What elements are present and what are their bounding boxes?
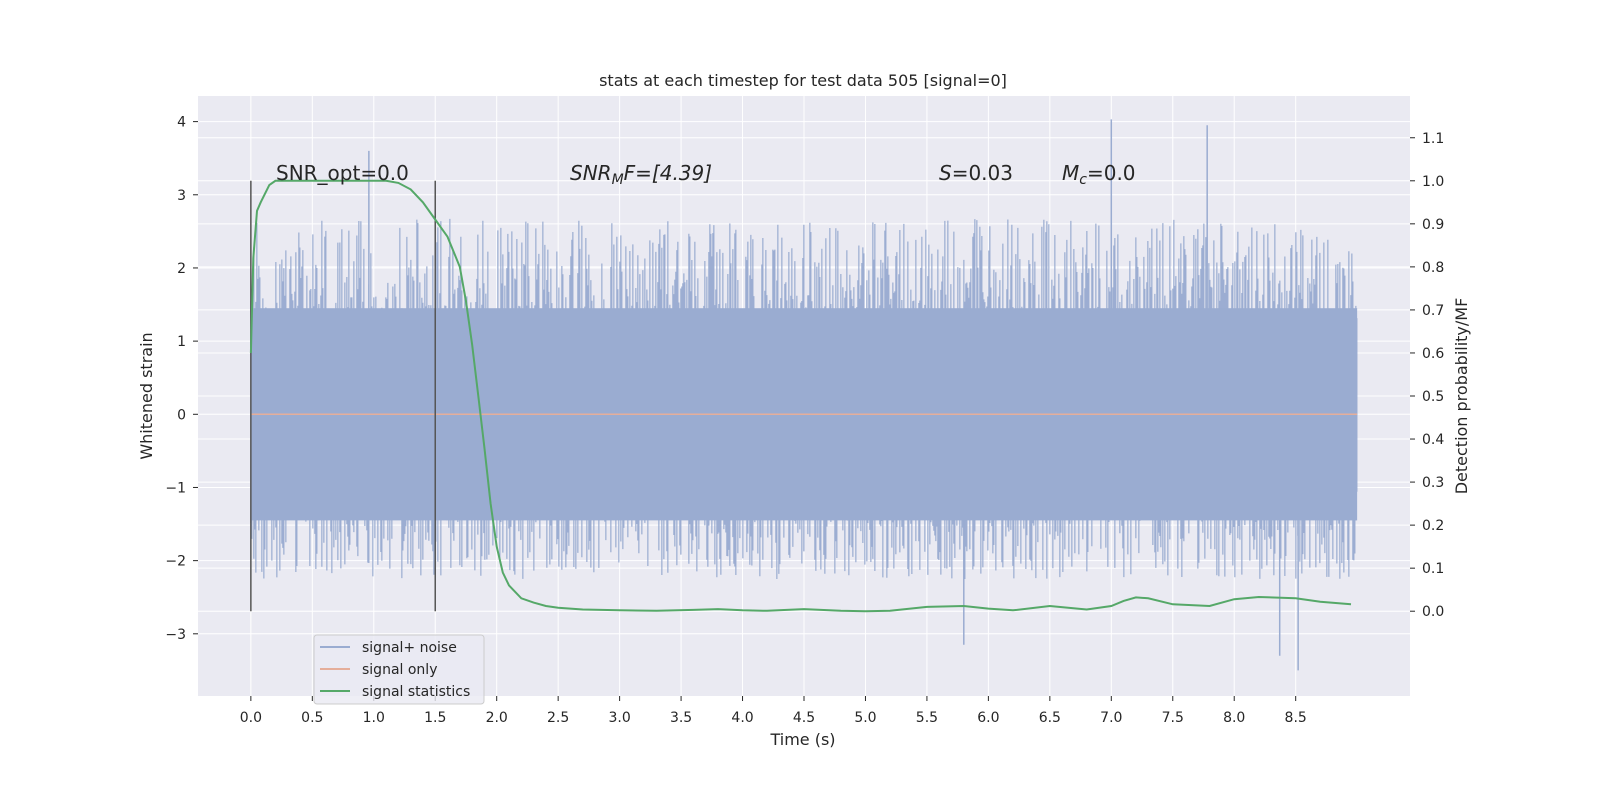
y-tick-label: 0	[177, 407, 186, 423]
y-tick-label: −1	[165, 480, 186, 496]
x-tick-label: 7.0	[1100, 710, 1122, 726]
y2-tick-label: 0.6	[1422, 346, 1444, 362]
x-tick-label: 1.0	[363, 710, 385, 726]
legend-label-signal: signal only	[362, 662, 437, 678]
x-tick-label: 2.5	[547, 710, 569, 726]
y-tick-label: 2	[177, 261, 186, 277]
x-tick-label: 4.5	[793, 710, 815, 726]
x-tick-label: 8.0	[1223, 710, 1245, 726]
y2-tick-label: 0.9	[1422, 217, 1444, 233]
x-tick-label: 4.0	[731, 710, 753, 726]
y2-tick-label: 0.7	[1422, 303, 1444, 319]
annotation-s: S=0.03	[939, 161, 1013, 185]
chart-title: stats at each timestep for test data 505…	[599, 71, 1007, 90]
legend-box	[313, 634, 485, 705]
x-tick-labels: 0.0 0.5 1.0 1.5 2.0 2.5 3.0 3.5 4.0 4.5 5.0 5.5 6.0 6…	[240, 696, 1307, 726]
y2-tick-label: 0.0	[1422, 604, 1444, 620]
y-axis-label: Whitened strain	[137, 332, 156, 459]
y2-tick-label: 0.1	[1422, 561, 1444, 577]
y-tick-label: 4	[177, 115, 186, 131]
y2-tick-label: 0.8	[1422, 260, 1444, 276]
y2-tick-label: 0.2	[1422, 518, 1444, 534]
y-tick-labels: 4 3 2 1 0 −1 −2 −3	[165, 115, 198, 643]
x-tick-label: 5.5	[916, 710, 938, 726]
y2-tick-label: 1.0	[1422, 174, 1444, 190]
x-tick-label: 2.0	[486, 710, 508, 726]
y2-tick-labels: 1.1 1.0 0.9 0.8 0.7 0.6 0.5 0.4 0.3 0.2 0.1 0.0	[1410, 131, 1444, 620]
y2-tick-label: 0.4	[1422, 432, 1444, 448]
y-tick-label: 1	[177, 334, 186, 350]
annotation-snr-mf: SNRMF=[4.39]	[570, 161, 712, 188]
y2-tick-label: 1.1	[1422, 131, 1444, 147]
annotation-snr-opt: SNR_opt=0.0	[276, 161, 409, 185]
vertical-markers	[250, 180, 436, 612]
x-tick-label: 0.0	[240, 710, 262, 726]
annotation-mc: Mc=0.0	[1062, 161, 1136, 188]
legend-label-stats: signal statistics	[362, 684, 470, 700]
x-tick-label: 7.5	[1162, 710, 1184, 726]
y-tick-label: −2	[165, 554, 186, 570]
signal-statistics-series	[249, 179, 1352, 613]
x-axis-label: Time (s)	[769, 730, 835, 749]
y2-axis-label: Detection probability/MF	[1452, 298, 1471, 495]
y2-tick-label: 0.3	[1422, 475, 1444, 491]
x-tick-label: 6.0	[977, 710, 999, 726]
x-tick-label: 0.5	[301, 710, 323, 726]
x-tick-label: 3.5	[670, 710, 692, 726]
x-tick-label: 8.5	[1285, 710, 1307, 726]
x-tick-label: 3.0	[608, 710, 630, 726]
y-tick-label: 3	[177, 188, 186, 204]
x-tick-label: 5.0	[854, 710, 876, 726]
y2-tick-label: 0.5	[1422, 389, 1444, 405]
x-tick-label: 6.5	[1039, 710, 1061, 726]
y-tick-label: −3	[165, 627, 186, 643]
x-tick-label: 1.5	[424, 710, 446, 726]
legend: signal+ noise signal only signal statist…	[313, 634, 485, 705]
legend-label-noise: signal+ noise	[362, 640, 457, 656]
